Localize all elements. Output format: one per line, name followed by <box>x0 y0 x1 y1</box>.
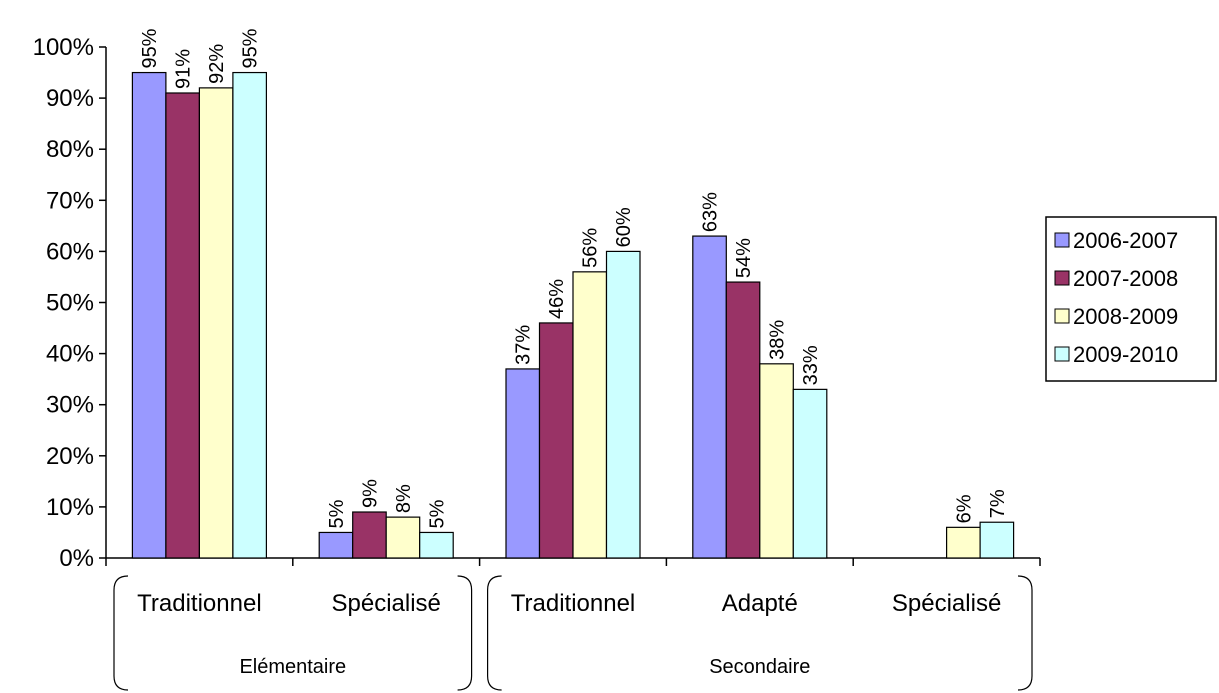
x-axis-labels: Traditionnel Spécialisé Traditionnel Adapté… <box>113 575 1033 691</box>
data-label: 9% <box>359 479 381 508</box>
x-group-label: Secondaire <box>709 656 810 678</box>
bar <box>945 526 981 559</box>
x-category-label: Traditionnel <box>137 590 262 617</box>
y-tick-label: 20% <box>46 443 94 470</box>
group-bracket <box>113 575 473 691</box>
y-tick-label: 70% <box>46 187 94 214</box>
y-tick-label: 30% <box>46 392 94 419</box>
bar <box>792 388 828 559</box>
data-label: 8% <box>393 484 415 513</box>
legend-box <box>1045 216 1217 382</box>
data-label: 54% <box>733 238 755 278</box>
data-label: 33% <box>800 345 822 385</box>
data-label: 38% <box>767 320 789 360</box>
legend-swatch <box>1054 232 1070 248</box>
legend-swatch <box>1054 346 1070 362</box>
legend-label: 2007-2008 <box>1073 266 1178 291</box>
bars <box>131 71 1015 559</box>
y-tick-label: 100% <box>33 34 94 61</box>
x-category-label: Traditionnel <box>511 590 636 617</box>
data-label: 46% <box>546 279 568 319</box>
legend-label: 2006-2007 <box>1073 228 1178 253</box>
legend: 2006-2007 2007-2008 2008-2009 2009-2010 <box>1045 216 1217 382</box>
data-label: 5% <box>326 499 348 528</box>
bar <box>419 531 454 559</box>
bar <box>232 71 267 559</box>
data-labels: 95% 5% 37% 63% 91% 9% 46% 54% 92% 8% 56% 38% 6% 95% 5%… <box>139 28 1009 528</box>
bar <box>165 92 200 559</box>
data-label: 95% <box>240 28 262 68</box>
bar <box>318 531 354 559</box>
bar <box>131 71 167 559</box>
y-tick-label: 60% <box>46 238 94 265</box>
y-tick-label: 10% <box>46 494 94 521</box>
legend-swatch <box>1054 270 1070 286</box>
data-label: 7% <box>987 489 1009 518</box>
bar <box>979 521 1015 559</box>
y-tick-label: 0% <box>59 545 94 572</box>
bar <box>385 516 421 559</box>
x-category-label: Spécialisé <box>892 590 1001 617</box>
legend-swatch <box>1054 308 1070 324</box>
legend-label: 2009-2010 <box>1073 342 1178 367</box>
x-group-label: Elémentaire <box>239 656 346 678</box>
y-tick-label: 80% <box>46 136 94 163</box>
x-category-label: Adapté <box>722 590 798 617</box>
bar <box>725 281 761 559</box>
data-label: 91% <box>173 49 195 89</box>
y-tick-label: 50% <box>46 290 94 317</box>
group-bracket <box>487 575 1033 691</box>
data-label: 56% <box>580 228 602 268</box>
data-label: 92% <box>206 44 228 84</box>
axes: 0% 10% 20% 30% 40% 50% 60% 70% 80% 90% 100% <box>33 34 1041 572</box>
data-label: 63% <box>700 192 722 232</box>
bar <box>198 87 234 559</box>
x-category-label: Spécialisé <box>331 590 440 617</box>
data-label: 5% <box>426 499 448 528</box>
y-tick-label: 90% <box>46 85 94 112</box>
y-tick-label: 40% <box>46 341 94 368</box>
bar <box>605 250 641 559</box>
data-label: 60% <box>613 207 635 247</box>
bar <box>352 511 387 559</box>
data-label: 37% <box>513 325 535 365</box>
legend-label: 2008-2009 <box>1073 304 1178 329</box>
bar <box>572 271 608 559</box>
bar <box>759 363 794 559</box>
data-label: 6% <box>953 494 975 523</box>
bar <box>505 368 541 559</box>
bar <box>692 235 727 559</box>
bar <box>538 322 574 559</box>
data-label: 95% <box>139 28 161 68</box>
